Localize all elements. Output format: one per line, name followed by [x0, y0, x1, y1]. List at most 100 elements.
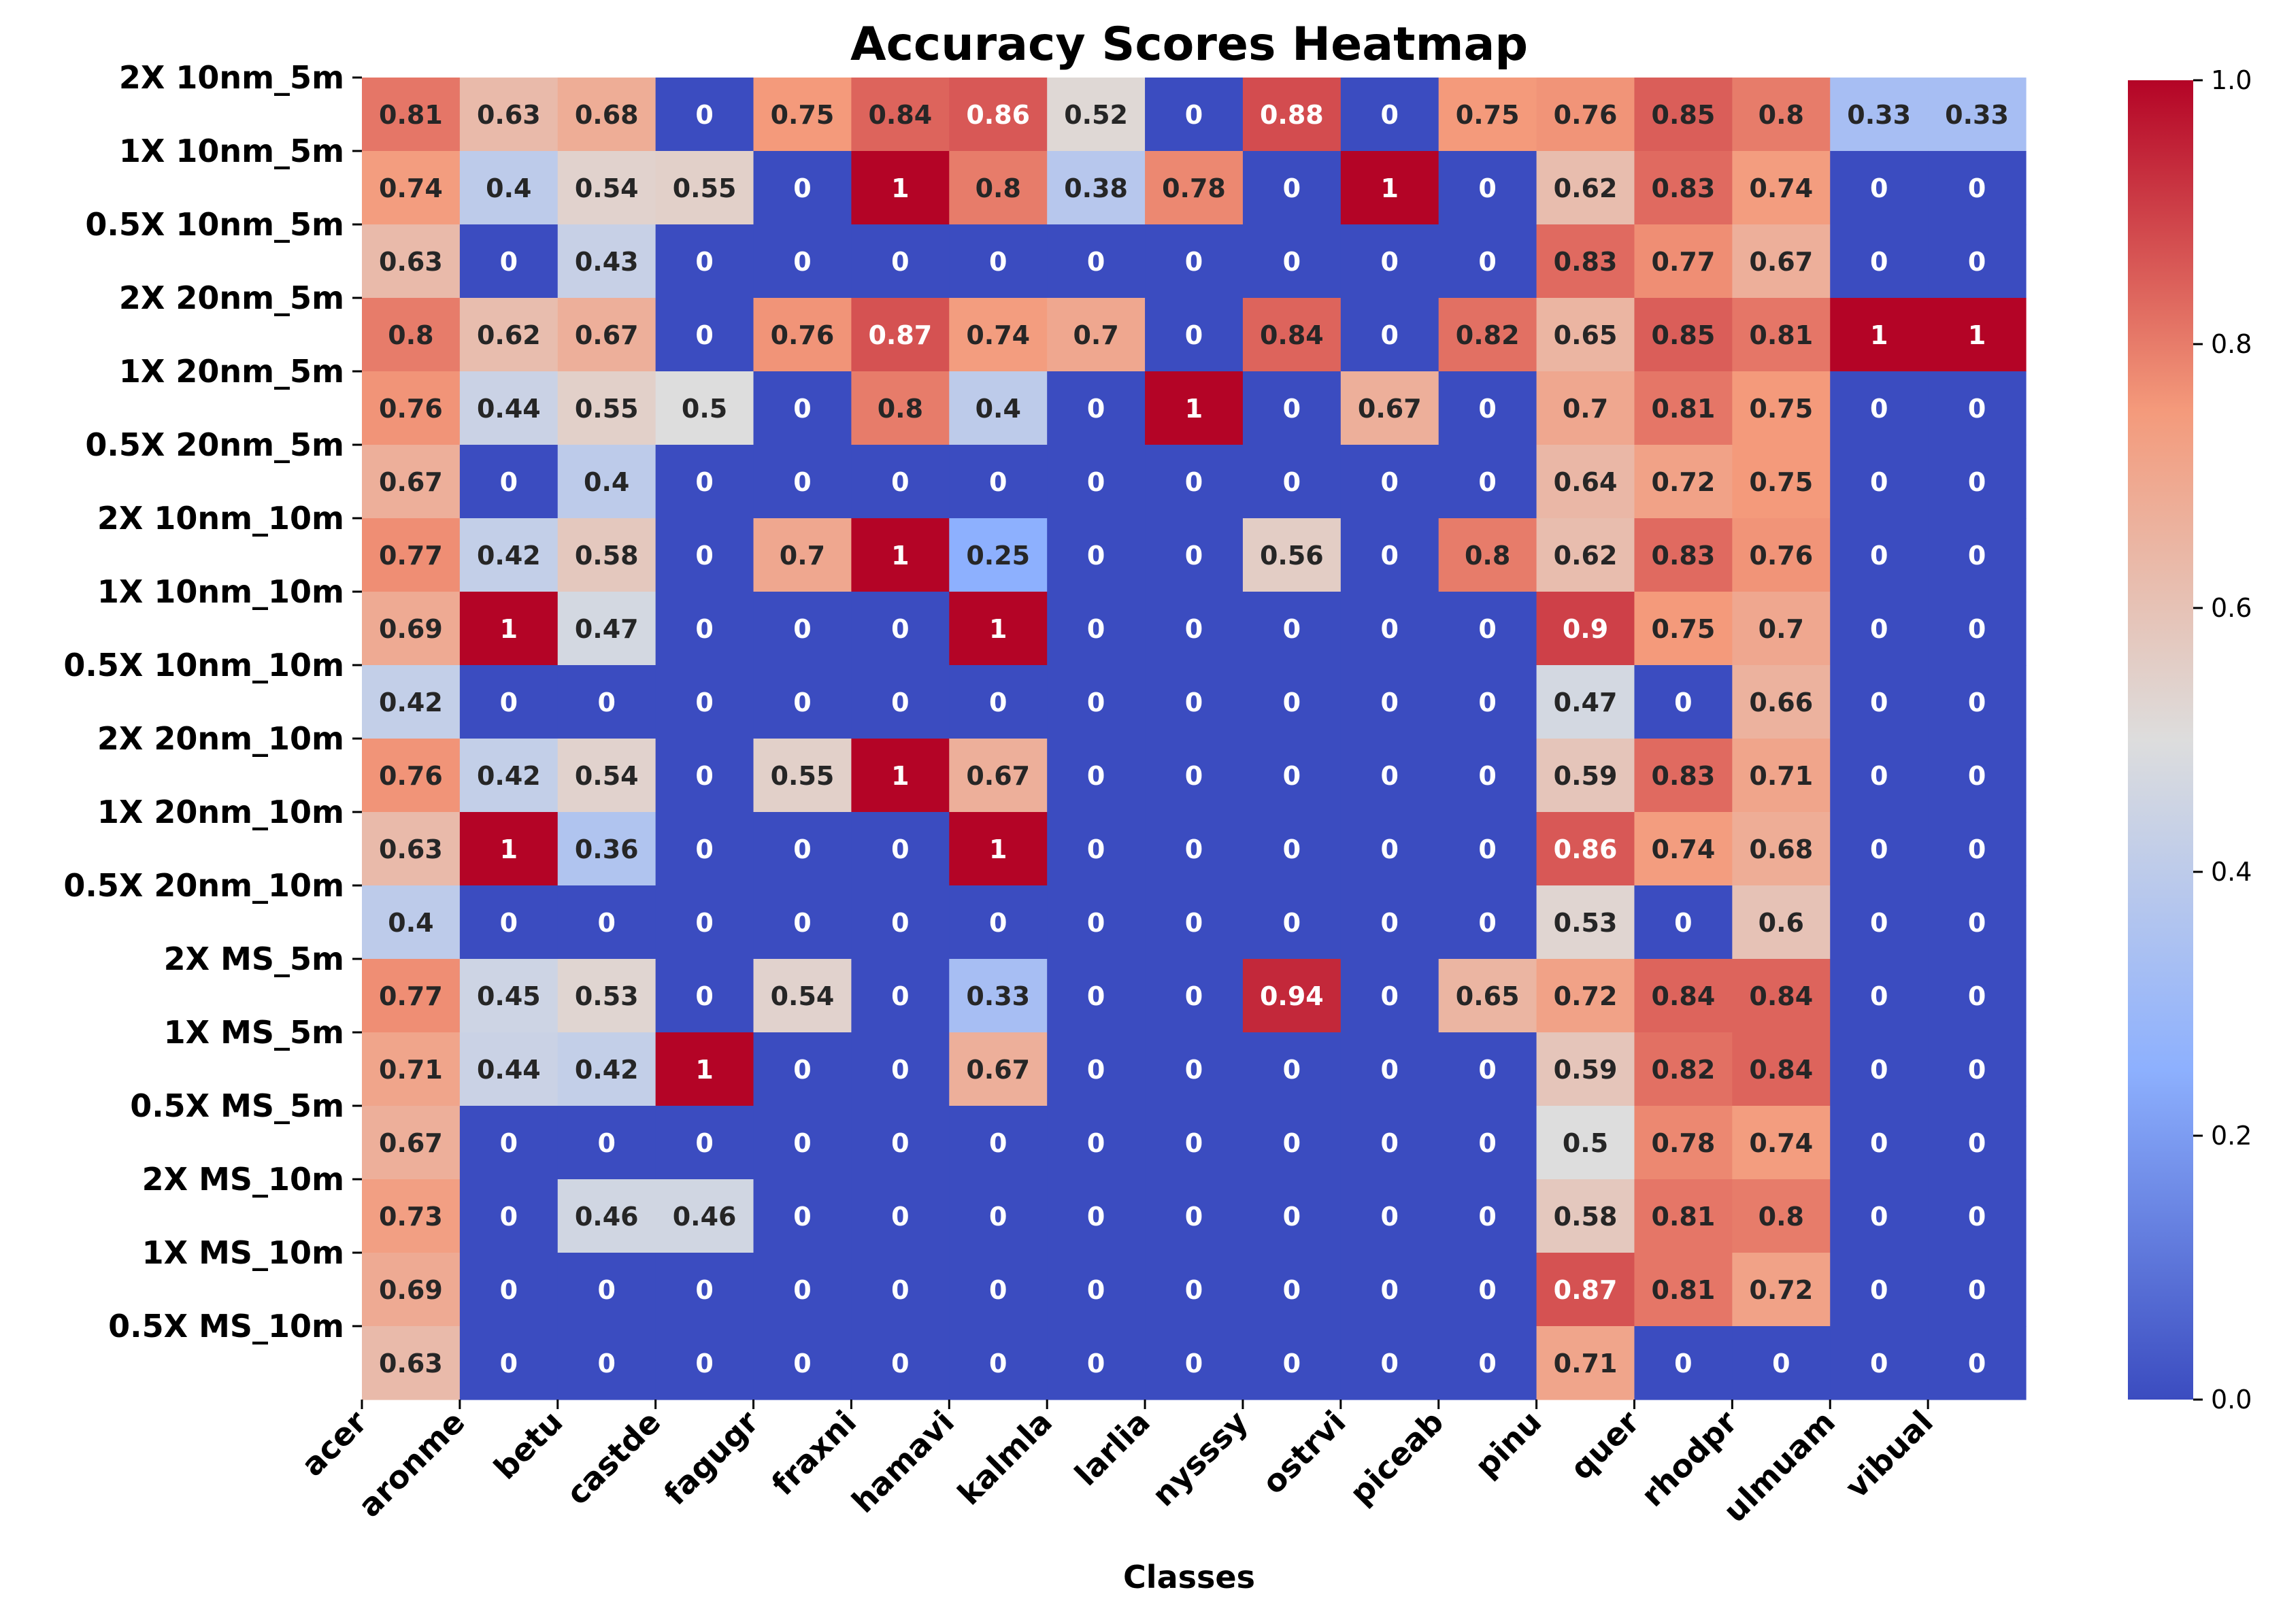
- cell-value-label: 0: [1283, 394, 1301, 424]
- heatmap-cell: [655, 665, 754, 739]
- cell-value-label: 0.88: [1260, 100, 1324, 130]
- heatmap-cell: [1536, 371, 1635, 445]
- cell-value-label: 0.69: [379, 1275, 443, 1305]
- heatmap-cell: [1732, 592, 1831, 666]
- y-tick-label: 1X 20nm_10m: [97, 794, 344, 830]
- cell-value-label: 0.87: [1554, 1275, 1618, 1305]
- heatmap-cell: [1438, 298, 1537, 372]
- cell-value-label: 0: [1087, 1128, 1105, 1158]
- cell-value-label: 1: [1870, 320, 1888, 350]
- heatmap-cell: [1830, 298, 1929, 372]
- cell-value-label: 1: [695, 1055, 713, 1085]
- heatmap-cell: [949, 298, 1048, 372]
- cell-value-label: 0.72: [1652, 467, 1716, 497]
- heatmap-cell: [753, 1179, 852, 1253]
- heatmap-cell: [851, 151, 950, 225]
- heatmap-cell: [851, 298, 950, 372]
- cell-value-label: 0: [597, 908, 615, 938]
- cell-value-label: 0.42: [477, 541, 541, 571]
- heatmap-cell: [362, 78, 461, 152]
- cell-value-label: 0: [1185, 1128, 1203, 1158]
- cell-value-label: 0: [1185, 834, 1203, 864]
- heatmap-cell: [1732, 1106, 1831, 1180]
- cell-value-label: 0.74: [1749, 1128, 1813, 1158]
- cell-value-label: 1: [989, 614, 1007, 644]
- heatmap-cell: [1634, 224, 1733, 299]
- cell-value-label: 0.47: [1554, 688, 1618, 717]
- cell-value-label: 0: [1381, 247, 1399, 277]
- heatmap-cell: [1928, 959, 2027, 1033]
- cell-value-label: 0.86: [966, 100, 1030, 130]
- cell-value-label: 0.4: [486, 173, 531, 203]
- heatmap-cell: [557, 812, 656, 886]
- x-tick-label: hamavi: [845, 1404, 961, 1520]
- cell-value-label: 0: [1968, 394, 1986, 424]
- heatmap-cell: [851, 78, 950, 152]
- heatmap-cell: [362, 518, 461, 592]
- heatmap-cell: [557, 518, 656, 592]
- heatmap-cell: [1634, 1253, 1733, 1327]
- cell-value-label: 0: [500, 1202, 518, 1232]
- cell-value-label: 0: [1968, 247, 1986, 277]
- cell-value-label: 0.63: [477, 100, 541, 130]
- heatmap-cell: [1928, 1106, 2027, 1180]
- y-tick-label: 0.5X 20nm_5m: [85, 426, 344, 463]
- x-tick-label: castde: [559, 1404, 668, 1512]
- cell-value-label: 0.81: [1652, 1202, 1716, 1232]
- heatmap-cell: [1634, 959, 1733, 1033]
- heatmap-cell: [1242, 812, 1342, 886]
- heatmap-cell: [753, 1106, 852, 1180]
- cell-value-label: 0.77: [379, 541, 443, 571]
- heatmap-cell: [1830, 1032, 1929, 1106]
- heatmap-cell: [1242, 885, 1342, 960]
- heatmap-cell: [1145, 224, 1244, 299]
- cell-value-label: 0: [1185, 688, 1203, 717]
- cell-value-label: 0.71: [379, 1055, 443, 1085]
- heatmap-cell: [1536, 1253, 1635, 1327]
- colorbar-tick-label: 0.8: [2211, 329, 2252, 359]
- cell-value-label: 0: [1087, 761, 1105, 791]
- heatmap-cell: [1145, 812, 1244, 886]
- heatmap-cell: [1536, 224, 1635, 299]
- cell-value-label: 0: [891, 467, 909, 497]
- heatmap-cell: [459, 885, 559, 960]
- heatmap-cell: [459, 151, 559, 225]
- cell-value-label: 0: [1283, 834, 1301, 864]
- heatmap-cell: [655, 885, 754, 960]
- heatmap-cell: [1536, 298, 1635, 372]
- cell-value-label: 0: [793, 1275, 811, 1305]
- cell-value-label: 0.46: [673, 1202, 737, 1232]
- colorbar-tick-label: 0.0: [2211, 1385, 2252, 1415]
- cell-value-label: 0.25: [966, 541, 1030, 571]
- heatmap-cell: [1145, 1253, 1244, 1327]
- cell-value-label: 0.78: [1652, 1128, 1716, 1158]
- heatmap-cell: [1536, 445, 1635, 519]
- cell-value-label: 0: [695, 761, 713, 791]
- heatmap-cell: [1145, 371, 1244, 445]
- cell-value-label: 1: [1381, 173, 1399, 203]
- heatmap-cell: [459, 445, 559, 519]
- heatmap-cell: [1145, 78, 1244, 152]
- cell-value-label: 0: [793, 247, 811, 277]
- heatmap-cell: [1047, 518, 1146, 592]
- heatmap-cell: [362, 224, 461, 299]
- cell-value-label: 0: [500, 467, 518, 497]
- cell-value-label: 0: [891, 1202, 909, 1232]
- heatmap-cell: [557, 739, 656, 813]
- heatmap-cell: [1047, 959, 1146, 1033]
- heatmap-cell: [1340, 151, 1439, 225]
- y-tick-label: 1X MS_10m: [142, 1234, 344, 1271]
- cell-value-label: 0.8: [878, 394, 923, 424]
- y-tick-label: 0.5X 20nm_10m: [63, 867, 344, 904]
- cell-value-label: 0: [695, 1349, 713, 1378]
- cell-value-label: 0: [597, 1349, 615, 1378]
- heatmap-cell: [753, 298, 852, 372]
- heatmap-cell: [459, 592, 559, 666]
- heatmap-cell: [1047, 1106, 1146, 1180]
- cell-value-label: 0: [1381, 1275, 1399, 1305]
- cell-value-label: 0.83: [1652, 761, 1716, 791]
- heatmap-cell: [851, 959, 950, 1033]
- heatmap-cell: [362, 1326, 461, 1400]
- heatmap-cell: [1928, 151, 2027, 225]
- heatmap-cell: [1047, 739, 1146, 813]
